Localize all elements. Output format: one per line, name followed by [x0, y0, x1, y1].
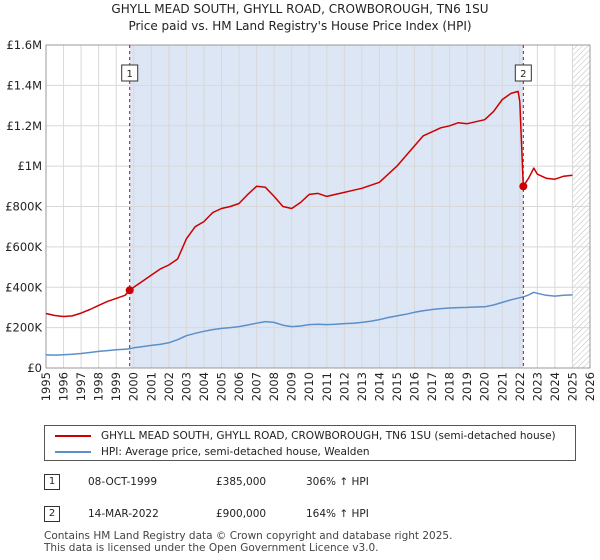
transaction-row: 2 14-MAR-2022 £900,000 164% ↑ HPI	[44, 504, 576, 524]
price-chart: £0 £200K £400K £600K £800K £1M £1.2M £1.4M £1.6M…	[5, 38, 597, 401]
x-tick-label: 2017	[425, 372, 439, 401]
x-tick-label: 1995	[39, 372, 53, 401]
x-tick-label: 2009	[285, 372, 299, 401]
y-tick-label: £600K	[5, 240, 42, 254]
y-tick-label: £1.2M	[6, 119, 42, 133]
x-tick-label: 2004	[197, 372, 211, 401]
chart-legend: GHYLL MEAD SOUTH, GHYLL ROAD, CROWBOROUG…	[44, 425, 576, 461]
footer-attribution: Contains HM Land Registry data © Crown c…	[44, 530, 452, 554]
x-tick-label: 2020	[478, 372, 492, 401]
legend-label-property: GHYLL MEAD SOUTH, GHYLL ROAD, CROWBOROUG…	[101, 430, 556, 442]
y-tick-label: £1M	[17, 159, 42, 173]
x-tick-label: 2018	[443, 372, 457, 401]
x-tick-label: 2003	[179, 372, 193, 401]
y-tick-label: £800K	[5, 200, 42, 214]
sale-marker-box	[121, 64, 139, 82]
x-tick-label: 2026	[583, 372, 597, 401]
legend-item-hpi: HPI: Average price, semi-detached house,…	[55, 444, 370, 460]
x-tick-label: 2023	[530, 372, 544, 401]
legend-item-property: GHYLL MEAD SOUTH, GHYLL ROAD, CROWBOROUG…	[55, 428, 556, 444]
legend-label-hpi: HPI: Average price, semi-detached house,…	[101, 446, 370, 458]
x-tick-label: 2019	[460, 372, 474, 401]
transaction-change: 164% ↑ HPI	[306, 508, 369, 520]
x-tick-label: 2008	[267, 372, 281, 401]
x-tick-label: 2021	[495, 372, 509, 401]
transaction-price: £900,000	[216, 508, 267, 520]
hpi-line	[45, 291, 573, 356]
x-tick-label: 2016	[408, 372, 422, 401]
chart-title-line2: Price paid vs. HM Land Registry's House …	[128, 19, 472, 33]
sale-point	[519, 182, 528, 191]
x-tick-label: 2000	[127, 372, 141, 401]
footer-line-1: Contains HM Land Registry data © Crown c…	[44, 530, 453, 542]
x-tick-label: 2001	[144, 372, 158, 401]
x-tick-label: 2005	[214, 372, 228, 401]
sale-marker-label: 2	[520, 69, 526, 80]
sale-marker-label: 1	[127, 69, 133, 80]
y-tick-label: £0	[27, 361, 42, 375]
x-tick-label: 2013	[355, 372, 369, 401]
transaction-badge: 1	[44, 474, 60, 490]
x-tick-label: 2014	[372, 372, 386, 401]
x-tick-label: 2012	[337, 372, 351, 401]
transaction-date: 08-OCT-1999	[88, 476, 157, 488]
x-tick-label: 2002	[162, 372, 176, 401]
transaction-row: 1 08-OCT-1999 £385,000 306% ↑ HPI	[44, 472, 576, 492]
x-tick-label: 1998	[92, 372, 106, 401]
transaction-badge: 2	[44, 506, 60, 522]
y-tick-label: £1.4M	[6, 78, 42, 92]
footer-line-2: This data is licensed under the Open Gov…	[44, 542, 379, 554]
y-tick-label: £400K	[5, 280, 42, 294]
transaction-price: £385,000	[216, 476, 267, 488]
sale-marker-box	[514, 64, 532, 82]
y-tick-label: £1.6M	[6, 38, 42, 52]
x-tick-label: 2024	[548, 372, 562, 401]
plot-frame	[45, 44, 591, 369]
x-tick-label: 1996	[57, 372, 71, 401]
sale-point	[125, 286, 134, 295]
transaction-change: 306% ↑ HPI	[306, 476, 369, 488]
transaction-date: 14-MAR-2022	[88, 508, 159, 520]
x-tick-label: 2006	[232, 372, 246, 401]
x-tick-label: 2007	[250, 372, 264, 401]
legend-swatch-hpi	[55, 451, 91, 453]
x-tick-label: 2011	[320, 372, 334, 401]
x-tick-label: 1999	[109, 372, 123, 401]
x-tick-label: 2010	[302, 372, 316, 401]
legend-swatch-property	[55, 435, 91, 437]
x-tick-label: 2025	[565, 372, 579, 401]
x-tick-label: 1997	[74, 372, 88, 401]
x-tick-label: 2015	[390, 372, 404, 401]
x-tick-label: 2022	[513, 372, 527, 401]
chart-title-line1: GHYLL MEAD SOUTH, GHYLL ROAD, CROWBOROUG…	[111, 2, 489, 16]
y-tick-label: £200K	[5, 321, 42, 335]
